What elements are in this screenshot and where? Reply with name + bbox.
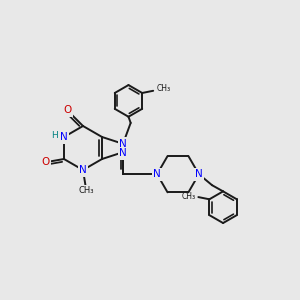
- Text: N: N: [153, 169, 161, 179]
- Text: N: N: [119, 148, 127, 158]
- Text: O: O: [63, 105, 71, 116]
- Text: H: H: [52, 131, 58, 140]
- Text: N: N: [119, 139, 127, 149]
- Text: N: N: [195, 169, 203, 179]
- Text: N: N: [60, 132, 68, 142]
- Text: CH₃: CH₃: [156, 84, 170, 93]
- Text: CH₃: CH₃: [78, 186, 94, 195]
- Text: O: O: [41, 157, 50, 167]
- Text: CH₃: CH₃: [181, 192, 195, 201]
- Text: N: N: [79, 165, 87, 175]
